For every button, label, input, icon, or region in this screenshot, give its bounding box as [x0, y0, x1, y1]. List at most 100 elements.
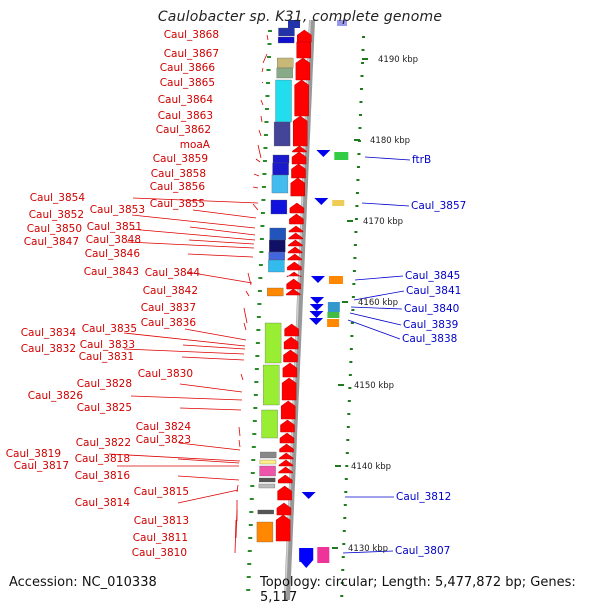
reverse-gene-block[interactable]: [337, 20, 347, 26]
forward-gene-arrow[interactable]: [280, 400, 296, 420]
gene-category-block[interactable]: [257, 509, 274, 515]
reverse-gene-block[interactable]: [327, 312, 340, 318]
gene-category-block[interactable]: [278, 27, 295, 37]
forward-gene-arrow[interactable]: [282, 362, 298, 378]
gene-category-block[interactable]: [272, 162, 289, 176]
forward-gene-label[interactable]: Caul_3832: [21, 343, 76, 355]
gene-category-block[interactable]: [263, 364, 280, 406]
gene-category-block[interactable]: [260, 451, 277, 459]
forward-gene-label[interactable]: Caul_3847: [24, 236, 79, 248]
forward-gene-label[interactable]: Caul_3810: [132, 547, 187, 559]
forward-gene-arrow[interactable]: [291, 163, 306, 179]
forward-gene-label[interactable]: Caul_3844: [145, 267, 201, 279]
forward-gene-label[interactable]: Caul_3835: [82, 323, 137, 335]
reverse-gene-arrow[interactable]: [316, 150, 331, 157]
forward-gene-label[interactable]: Caul_3834: [21, 327, 77, 339]
reverse-gene-label[interactable]: Caul_3812: [396, 491, 451, 503]
forward-gene-arrow[interactable]: [292, 145, 307, 153]
forward-gene-label[interactable]: Caul_3859: [153, 153, 208, 165]
forward-gene-label[interactable]: Caul_3856: [150, 181, 206, 193]
forward-gene-arrow[interactable]: [290, 177, 306, 197]
forward-gene-label[interactable]: Caul_3824: [136, 421, 192, 433]
forward-gene-arrow[interactable]: [291, 151, 307, 165]
forward-gene-label[interactable]: moaA: [180, 139, 211, 151]
reverse-gene-block[interactable]: [327, 302, 340, 312]
forward-gene-label[interactable]: Caul_3823: [136, 434, 191, 446]
reverse-gene-block[interactable]: [332, 200, 345, 206]
forward-gene-label[interactable]: Caul_3819: [6, 448, 61, 460]
forward-gene-label[interactable]: Caul_3863: [158, 110, 213, 122]
reverse-gene-label[interactable]: ftrB: [412, 154, 431, 166]
gene-category-block[interactable]: [267, 287, 284, 297]
gene-category-block[interactable]: [269, 239, 286, 253]
reverse-gene-block[interactable]: [328, 276, 343, 284]
forward-gene-arrow[interactable]: [287, 246, 303, 254]
gene-category-block[interactable]: [268, 251, 285, 261]
forward-gene-arrow[interactable]: [277, 474, 293, 484]
forward-gene-arrow[interactable]: [281, 377, 297, 401]
gene-category-block[interactable]: [259, 459, 277, 465]
forward-gene-arrow[interactable]: [286, 271, 302, 278]
forward-gene-arrow[interactable]: [294, 79, 309, 117]
reverse-gene-arrow[interactable]: [309, 311, 324, 318]
gene-category-block[interactable]: [276, 57, 294, 69]
reverse-gene-block[interactable]: [327, 319, 340, 327]
reverse-gene-label[interactable]: Caul_3839: [403, 319, 458, 331]
forward-gene-label[interactable]: Caul_3864: [158, 94, 214, 106]
forward-gene-label[interactable]: Caul_3855: [150, 198, 205, 210]
gene-category-block[interactable]: [269, 227, 286, 241]
forward-gene-arrow[interactable]: [296, 41, 311, 59]
forward-gene-arrow[interactable]: [284, 323, 299, 337]
forward-gene-label[interactable]: Caul_3816: [75, 470, 131, 482]
forward-gene-label[interactable]: Caul_3811: [133, 532, 188, 544]
reverse-gene-arrow[interactable]: [309, 304, 324, 311]
gene-category-block[interactable]: [272, 154, 290, 164]
forward-gene-arrow[interactable]: [288, 239, 303, 247]
forward-gene-arrow[interactable]: [278, 466, 293, 474]
reverse-gene-arrow[interactable]: [314, 198, 329, 205]
forward-gene-arrow[interactable]: [278, 452, 294, 460]
gene-category-block[interactable]: [264, 322, 282, 364]
gene-category-block[interactable]: [288, 20, 300, 28]
forward-gene-arrow[interactable]: [287, 261, 302, 271]
forward-gene-label[interactable]: Caul_3822: [76, 437, 131, 449]
forward-gene-arrow[interactable]: [278, 459, 294, 467]
gene-category-block[interactable]: [276, 67, 293, 79]
reverse-gene-block[interactable]: [334, 152, 349, 160]
forward-gene-arrow[interactable]: [288, 225, 304, 233]
gene-category-block[interactable]: [273, 121, 291, 147]
reverse-gene-label[interactable]: Caul_3807: [395, 545, 450, 557]
forward-gene-label[interactable]: Caul_3850: [27, 223, 82, 235]
forward-gene-label[interactable]: Caul_3851: [87, 221, 142, 233]
forward-gene-arrow[interactable]: [286, 288, 301, 296]
reverse-gene-arrow[interactable]: [310, 297, 325, 304]
forward-gene-label[interactable]: Caul_3852: [29, 209, 84, 221]
forward-gene-arrow[interactable]: [283, 336, 299, 350]
reverse-gene-label[interactable]: Caul_3840: [404, 303, 459, 315]
forward-gene-arrow[interactable]: [289, 202, 305, 214]
reverse-gene-block[interactable]: [317, 547, 330, 563]
forward-gene-label[interactable]: Caul_3858: [151, 168, 206, 180]
forward-gene-arrow[interactable]: [292, 115, 308, 147]
forward-gene-label[interactable]: Caul_3837: [141, 302, 196, 314]
forward-gene-label[interactable]: Caul_3813: [134, 515, 189, 527]
forward-gene-arrow[interactable]: [276, 502, 292, 516]
forward-gene-label[interactable]: Caul_3826: [28, 390, 84, 402]
forward-gene-label[interactable]: Caul_3831: [79, 351, 134, 363]
forward-gene-label[interactable]: Caul_3815: [134, 486, 189, 498]
reverse-gene-arrow[interactable]: [309, 318, 324, 325]
forward-gene-label[interactable]: Caul_3825: [77, 402, 132, 414]
forward-gene-label[interactable]: Caul_3854: [30, 192, 86, 204]
gene-category-block[interactable]: [268, 259, 285, 273]
gene-category-block[interactable]: [275, 79, 292, 123]
forward-gene-label[interactable]: Caul_3836: [141, 317, 197, 329]
forward-gene-arrow[interactable]: [279, 432, 295, 444]
forward-gene-label[interactable]: Caul_3830: [138, 368, 193, 380]
reverse-gene-label[interactable]: Caul_3838: [402, 333, 457, 345]
forward-gene-arrow[interactable]: [280, 419, 295, 433]
gene-category-block[interactable]: [259, 465, 276, 477]
reverse-gene-label[interactable]: Caul_3841: [406, 285, 461, 297]
gene-category-block[interactable]: [261, 409, 278, 439]
forward-gene-label[interactable]: Caul_3846: [85, 248, 141, 260]
forward-gene-label[interactable]: Caul_3865: [160, 77, 215, 89]
